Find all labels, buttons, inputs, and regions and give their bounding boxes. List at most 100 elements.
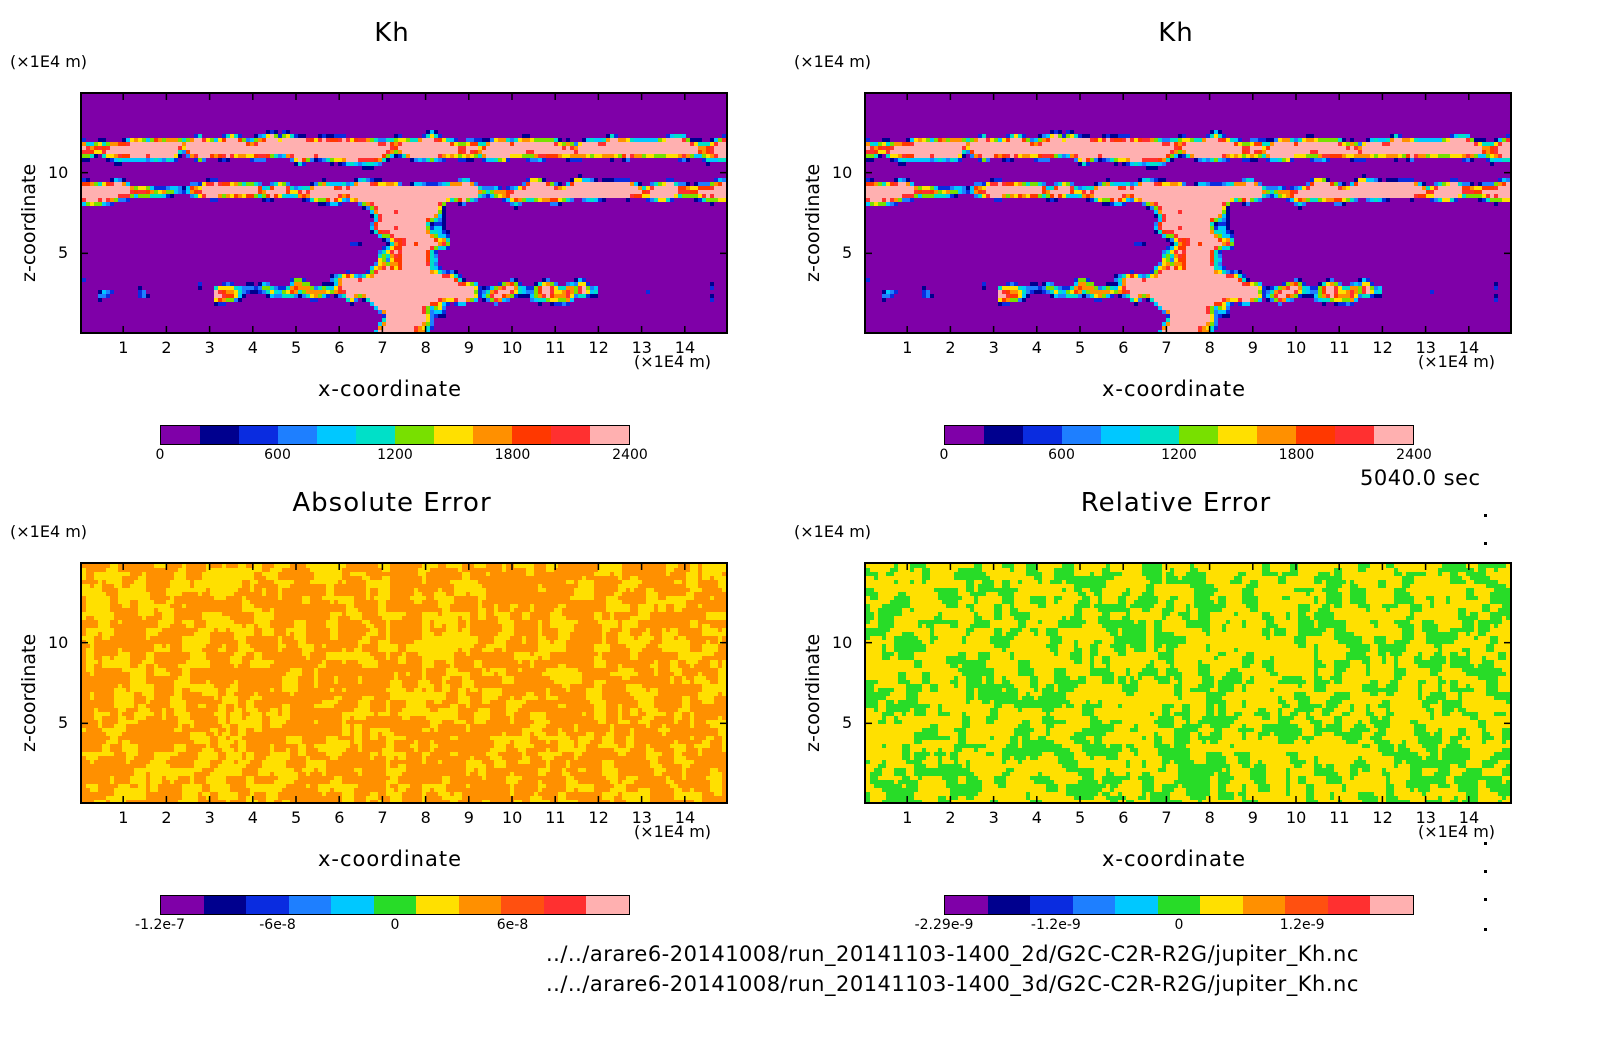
colorbar-segment <box>945 896 988 914</box>
x-tick-label: 1 <box>118 808 128 827</box>
colorbar-label: 1200 <box>377 447 413 463</box>
colorbar-segment <box>373 896 417 914</box>
x-tick-label: 10 <box>502 338 522 357</box>
x-tick-label: 5 <box>1075 808 1085 827</box>
colorbar-segment <box>1257 426 1296 444</box>
heatmap-plot <box>864 92 1512 334</box>
y-axis-label: z-coordinate <box>18 164 40 282</box>
x-tick-label: 12 <box>1372 808 1392 827</box>
x-unit-label: (×1E4 m) <box>1418 352 1495 371</box>
x-tick-label: 10 <box>1286 338 1306 357</box>
x-tick-label: 1 <box>902 338 912 357</box>
colorbar-segment <box>434 426 473 444</box>
x-tick-label: 9 <box>464 808 474 827</box>
x-tick-label: 14 <box>675 808 695 827</box>
x-tick-label: 2 <box>161 338 171 357</box>
colorbar-label: 2400 <box>1396 447 1432 463</box>
x-tick-label: 2 <box>161 808 171 827</box>
x-tick-label: 4 <box>1032 338 1042 357</box>
y-tick-label: 10 <box>48 163 68 182</box>
colorbar-segment <box>1101 426 1140 444</box>
chart-panel: Kh (×1E4 m) (×1E4 m) z-coordinate x-coordina… <box>784 0 1564 470</box>
colorbar <box>944 425 1414 445</box>
time-label: 5040.0 sec <box>1360 466 1481 490</box>
colorbar-segment <box>161 896 204 914</box>
x-axis-label: x-coordinate <box>1102 377 1246 401</box>
colorbar-label: -1.2e-7 <box>135 917 185 933</box>
file-path-2d: ../../arare6-20141008/run_20141103-1400_… <box>546 942 1359 966</box>
chart-title: Relative Error <box>784 488 1568 518</box>
colorbar-label: -6e-8 <box>259 917 296 933</box>
colorbar-segment <box>1115 896 1158 914</box>
x-tick-label: 3 <box>205 338 215 357</box>
colorbar-segment <box>278 426 317 444</box>
x-unit-label: (×1E4 m) <box>1418 822 1495 841</box>
heatmap-field <box>82 564 726 802</box>
chart-panel: Kh (×1E4 m) (×1E4 m) z-coordinate x-coordina… <box>0 0 780 470</box>
x-tick-label: 5 <box>291 808 301 827</box>
x-tick-label: 8 <box>421 808 431 827</box>
colorbar-segment <box>288 896 332 914</box>
x-tick-label: 13 <box>1416 808 1436 827</box>
colorbar-segment <box>1327 896 1371 914</box>
y-tick-label: 10 <box>832 633 852 652</box>
y-tick-label: 5 <box>842 713 852 732</box>
colorbar-label: 600 <box>1048 447 1075 463</box>
colorbar-segment <box>512 426 551 444</box>
x-tick-label: 14 <box>1459 808 1479 827</box>
colorbar-segment <box>987 896 1031 914</box>
x-tick-label: 14 <box>675 338 695 357</box>
colorbar-segment <box>1200 896 1243 914</box>
colorbar-segment <box>246 896 289 914</box>
file-path-3d: ../../arare6-20141008/run_20141103-1400_… <box>546 972 1359 996</box>
colorbar-segment <box>395 426 434 444</box>
colorbar-segment <box>203 896 247 914</box>
colorbar-label: -2.29e-9 <box>915 917 974 933</box>
x-tick-label: 8 <box>421 338 431 357</box>
x-tick-label: 12 <box>588 808 608 827</box>
x-axis-label: x-coordinate <box>1102 847 1246 871</box>
y-axis-label: z-coordinate <box>802 634 824 752</box>
colorbar-segment <box>239 426 278 444</box>
x-tick-label: 7 <box>377 808 387 827</box>
y-unit-label: (×1E4 m) <box>794 52 871 71</box>
colorbar-label: 0 <box>1175 917 1184 933</box>
x-tick-label: 11 <box>1329 808 1349 827</box>
colorbar-segment <box>1157 896 1201 914</box>
x-tick-label: 10 <box>502 808 522 827</box>
x-tick-label: 3 <box>989 808 999 827</box>
vertical-dot <box>1484 898 1487 901</box>
x-tick-label: 6 <box>1118 808 1128 827</box>
colorbar-segment <box>1296 426 1335 444</box>
x-tick-label: 3 <box>989 338 999 357</box>
colorbar-label: 1.2e-9 <box>1280 917 1325 933</box>
x-tick-label: 11 <box>545 808 565 827</box>
x-tick-label: 9 <box>1248 338 1258 357</box>
heatmap-plot <box>80 92 728 334</box>
chart-panel: Absolute Error (×1E4 m) (×1E4 m) z-coordina… <box>0 470 780 940</box>
x-tick-label: 13 <box>632 808 652 827</box>
colorbar-label: 0 <box>156 447 165 463</box>
colorbar-segment <box>1023 426 1062 444</box>
colorbar-segment <box>586 896 630 914</box>
colorbar-label: 2400 <box>612 447 648 463</box>
colorbar-label: 600 <box>264 447 291 463</box>
colorbar-segment <box>1140 426 1179 444</box>
x-axis-label: x-coordinate <box>318 377 462 401</box>
colorbar-segment <box>1062 426 1101 444</box>
colorbar-segment <box>458 896 502 914</box>
x-tick-label: 5 <box>1075 338 1085 357</box>
colorbar <box>160 425 630 445</box>
x-tick-label: 12 <box>1372 338 1392 357</box>
x-tick-label: 7 <box>1161 808 1171 827</box>
vertical-dot <box>1484 542 1487 545</box>
x-tick-label: 6 <box>334 808 344 827</box>
x-tick-label: 13 <box>632 338 652 357</box>
colorbar-segment <box>1374 426 1413 444</box>
colorbar-segment <box>945 426 984 444</box>
colorbar-segment <box>590 426 629 444</box>
colorbar-label: 1800 <box>1279 447 1315 463</box>
heatmap-plot <box>864 562 1512 804</box>
colorbar-segment <box>356 426 395 444</box>
y-unit-label: (×1E4 m) <box>10 52 87 71</box>
